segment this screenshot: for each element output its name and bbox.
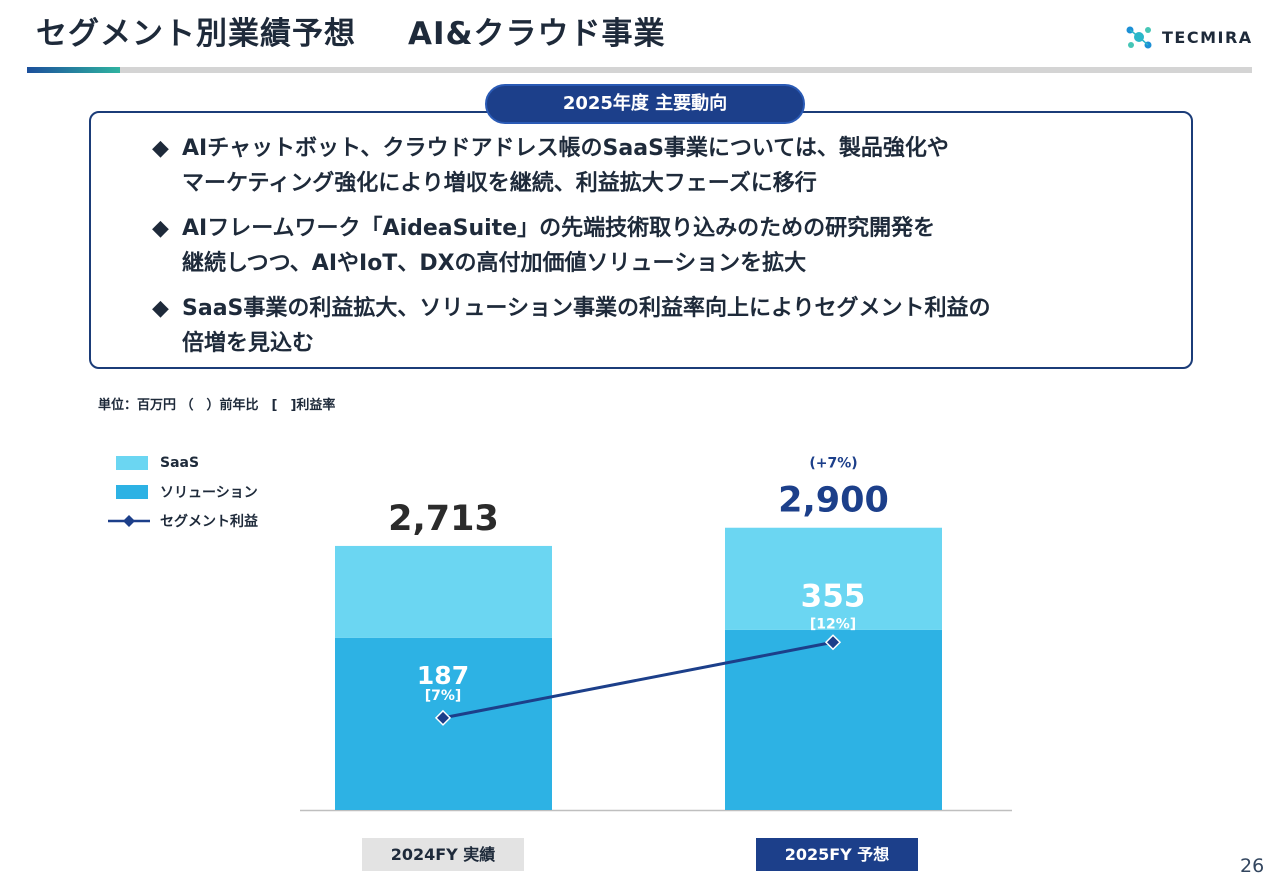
legend-line-profit-icon <box>108 514 150 527</box>
profit-marker <box>434 709 452 726</box>
page-title: セグメント別業績予想 AI&クラウド事業 <box>36 8 666 53</box>
trend-bullet: ◆ AIフレームワーク「AideaSuite」の先端技術取り込みのための研究開発… <box>152 211 935 281</box>
trend-bullet-text: AIフレームワーク「AideaSuite」の先端技術取り込みのための研究開発を … <box>182 216 936 276</box>
bar-total-label: 2,900 <box>778 481 889 521</box>
profit-margin-label: [7%] <box>425 688 462 704</box>
trend-bullet-text: SaaS事業の利益拡大、ソリューション事業の利益率向上によりセグメント利益の 倍… <box>182 296 991 356</box>
company-logo: TECMIRA <box>1124 22 1253 52</box>
logo-text: TECMIRA <box>1162 27 1253 47</box>
logo-mark-icon <box>1126 26 1152 49</box>
profit-value-label: 187 <box>417 661 469 690</box>
category-label-2024: 2024FY 実績 <box>362 838 524 871</box>
page-title-segment: AI&クラウド事業 <box>408 16 666 52</box>
profit-marker <box>824 634 842 651</box>
legend-item-saas: SaaS <box>108 448 258 477</box>
legend-item-solution: ソリューション <box>108 477 258 506</box>
legend-swatch-solution <box>116 484 148 499</box>
trend-bullet-text: AIチャットボット、クラウドアドレス帳のSaaS事業については、製品強化や マー… <box>182 136 949 196</box>
bar-saas <box>335 545 552 638</box>
legend-swatch-saas <box>116 455 148 470</box>
chart-legend: SaaS ソリューション セグメント利益 <box>108 448 258 535</box>
trend-bullet: ◆ AIチャットボット、クラウドアドレス帳のSaaS事業については、製品強化や … <box>152 131 949 201</box>
profit-margin-label: [12%] <box>810 616 856 632</box>
bar-solution <box>725 629 942 810</box>
diamond-bullet-icon: ◆ <box>152 136 169 161</box>
category-label-2025: 2025FY 予想 <box>756 838 918 871</box>
bar-total-label: 2,713 <box>388 499 499 539</box>
page-title-main: セグメント別業績予想 <box>36 16 356 52</box>
trend-bullet: ◆ SaaS事業の利益拡大、ソリューション事業の利益率向上によりセグメント利益の… <box>152 291 991 361</box>
header-divider-accent <box>27 67 120 73</box>
diamond-bullet-icon: ◆ <box>152 216 169 241</box>
legend-item-profit: セグメント利益 <box>108 506 258 535</box>
bar-saas <box>725 527 942 630</box>
legend-label-saas: SaaS <box>160 454 200 471</box>
unit-note: 単位：百万円 （ ）前年比 [ ]利益率 <box>98 398 336 413</box>
trend-heading: 2025年度 主要動向 <box>485 84 805 124</box>
header-divider <box>27 67 1252 73</box>
profit-line <box>442 640 834 720</box>
growth-label: (+7%) <box>809 456 857 472</box>
diamond-bullet-icon: ◆ <box>152 296 169 321</box>
page-number: 26 <box>1240 855 1265 877</box>
legend-label-profit: セグメント利益 <box>160 513 258 530</box>
legend-label-solution: ソリューション <box>160 484 258 501</box>
profit-value-label: 355 <box>801 578 866 614</box>
